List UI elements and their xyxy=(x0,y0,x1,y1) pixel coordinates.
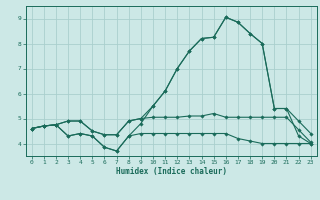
X-axis label: Humidex (Indice chaleur): Humidex (Indice chaleur) xyxy=(116,167,227,176)
